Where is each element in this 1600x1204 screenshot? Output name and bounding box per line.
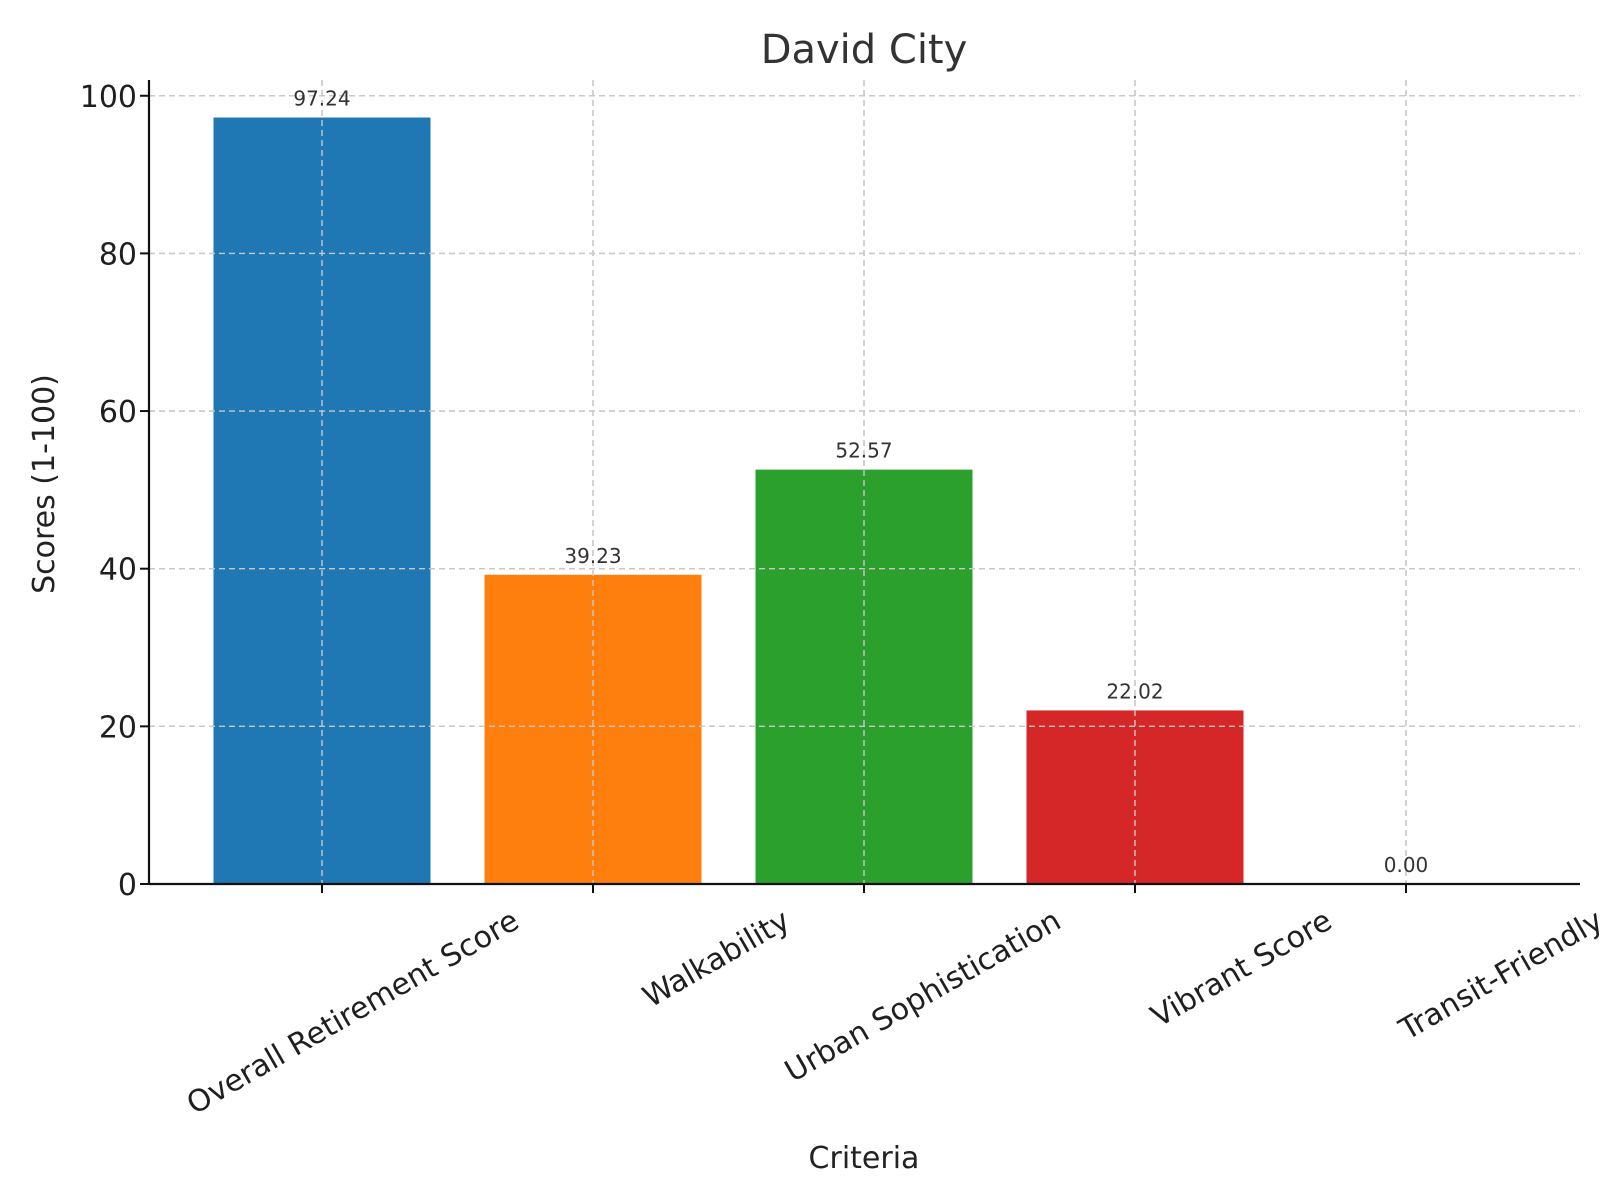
x-tick-label: Walkability	[637, 903, 796, 1015]
x-tick-label: Urban Sophistication	[779, 903, 1067, 1089]
y-tick-label: 20	[99, 710, 137, 745]
x-axis-title: Criteria	[809, 1141, 920, 1176]
bar-value-label: 97.24	[293, 87, 350, 111]
bars-layer	[149, 80, 1580, 885]
y-tick-label: 60	[99, 395, 137, 430]
y-tick-label: 100	[80, 80, 137, 115]
x-tick-label: Overall Retirement Score	[181, 903, 525, 1122]
bar	[1026, 710, 1244, 884]
x-tick-label: Vibrant Score	[1145, 903, 1338, 1034]
bar-value-label: 52.57	[835, 439, 892, 463]
bar-value-label: 39.23	[564, 544, 621, 568]
x-tick-label: Transit-Friendly	[1393, 903, 1600, 1048]
y-tick-label: 0	[118, 868, 137, 903]
y-tick-label: 80	[99, 237, 137, 272]
bar-value-label: 22.02	[1106, 679, 1163, 703]
y-axis-title: Scores (1-100)	[27, 374, 62, 594]
bar-value-label: 0.00	[1384, 853, 1429, 877]
axes-layer	[140, 80, 1580, 893]
y-tick-label: 40	[99, 553, 137, 588]
chart-title: David City	[761, 27, 968, 73]
